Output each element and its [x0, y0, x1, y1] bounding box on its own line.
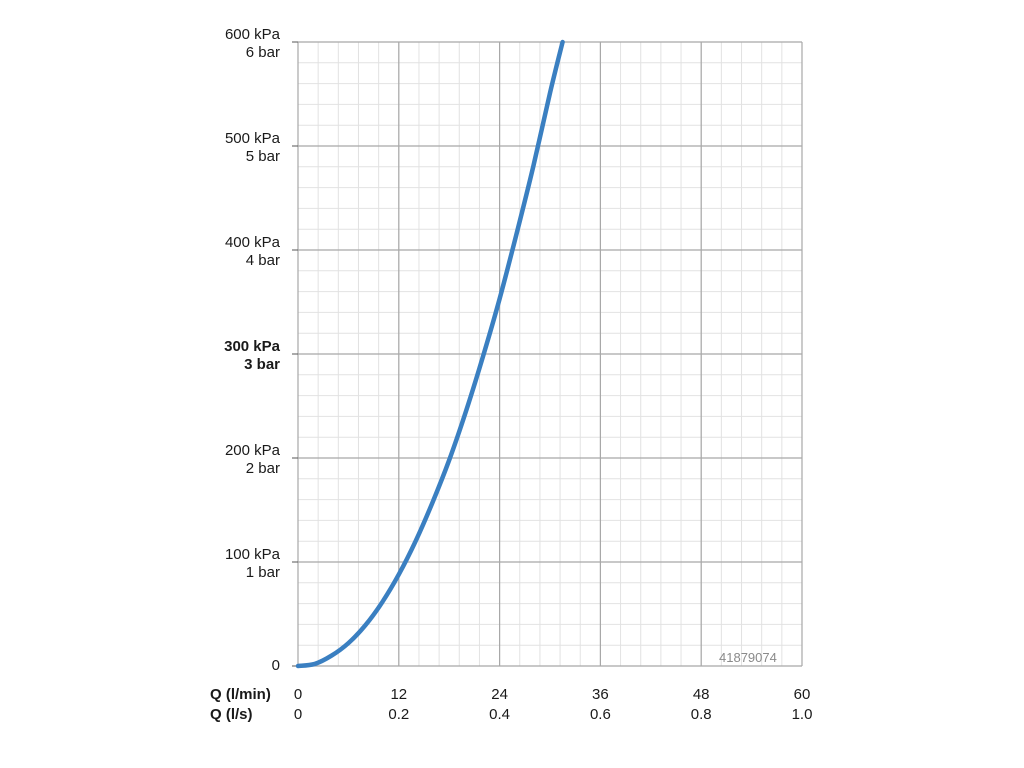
y-tick-label: 400 kPa 4 bar	[225, 234, 280, 270]
y-tick-label-kpa: 100 kPa	[224, 546, 280, 563]
y-tick-label-bar: 4 bar	[245, 252, 280, 269]
x-tick-label-ls: 0.8	[690, 706, 712, 723]
x-tick-label-lmin: 0	[293, 686, 303, 703]
series-layer	[295, 39, 565, 669]
y-tick-label-kpa: 500 kPa	[224, 130, 280, 147]
x-axis-label-ls: Q (l/s)	[210, 706, 253, 723]
x-tick-label-ls: 0.6	[589, 706, 611, 723]
y-tick-label-kpa: 200 kPa	[224, 442, 280, 459]
y-tick-label-bar: 5 bar	[245, 148, 280, 165]
pressure-loss-curve	[295, 39, 565, 669]
x-tick-label-ls: 0.4	[489, 706, 511, 723]
x-tick-label-ls: 0.2	[388, 706, 410, 723]
x-tick-label-lmin: 12	[390, 686, 408, 703]
x-tick-label-lmin: 36	[592, 686, 609, 703]
x-tick-label-ls: 0	[293, 706, 303, 723]
y-tick-label-kpa: 300 kPa	[224, 338, 280, 355]
y-tick-label-kpa: 0	[271, 657, 280, 674]
y-tick-label-kpa: 600 kPa	[224, 26, 280, 43]
x-tick-label-lmin: 24	[491, 686, 508, 703]
y-tick-label: 100 kPa 1 bar	[225, 546, 280, 582]
x-tick-label-ls: 1.0	[791, 706, 813, 723]
y-tick-label-bar: 3 bar	[244, 356, 280, 373]
x-tick-label-lmin: 60	[793, 686, 811, 703]
y-tick-label: 500 kPa 5 bar	[225, 130, 280, 166]
y-tick-label-bar: 1 bar	[245, 564, 280, 581]
y-tick-label: 600 kPa 6 bar	[225, 26, 280, 62]
y-tick-label: 300 kPa 3 bar	[224, 338, 280, 374]
y-tick-label: 0	[272, 657, 280, 675]
y-tick-label-bar: 2 bar	[245, 460, 280, 477]
y-tick-label: 200 kPa 2 bar	[225, 442, 280, 478]
chart-annotation-code: 41879074	[719, 650, 777, 665]
x-tick-label-lmin: 48	[692, 686, 710, 703]
y-tick-label-kpa: 400 kPa	[224, 234, 280, 251]
x-axis-label-lmin: Q (l/min)	[210, 686, 271, 703]
major-grid	[292, 41, 803, 667]
y-tick-label-bar: 6 bar	[245, 44, 280, 61]
